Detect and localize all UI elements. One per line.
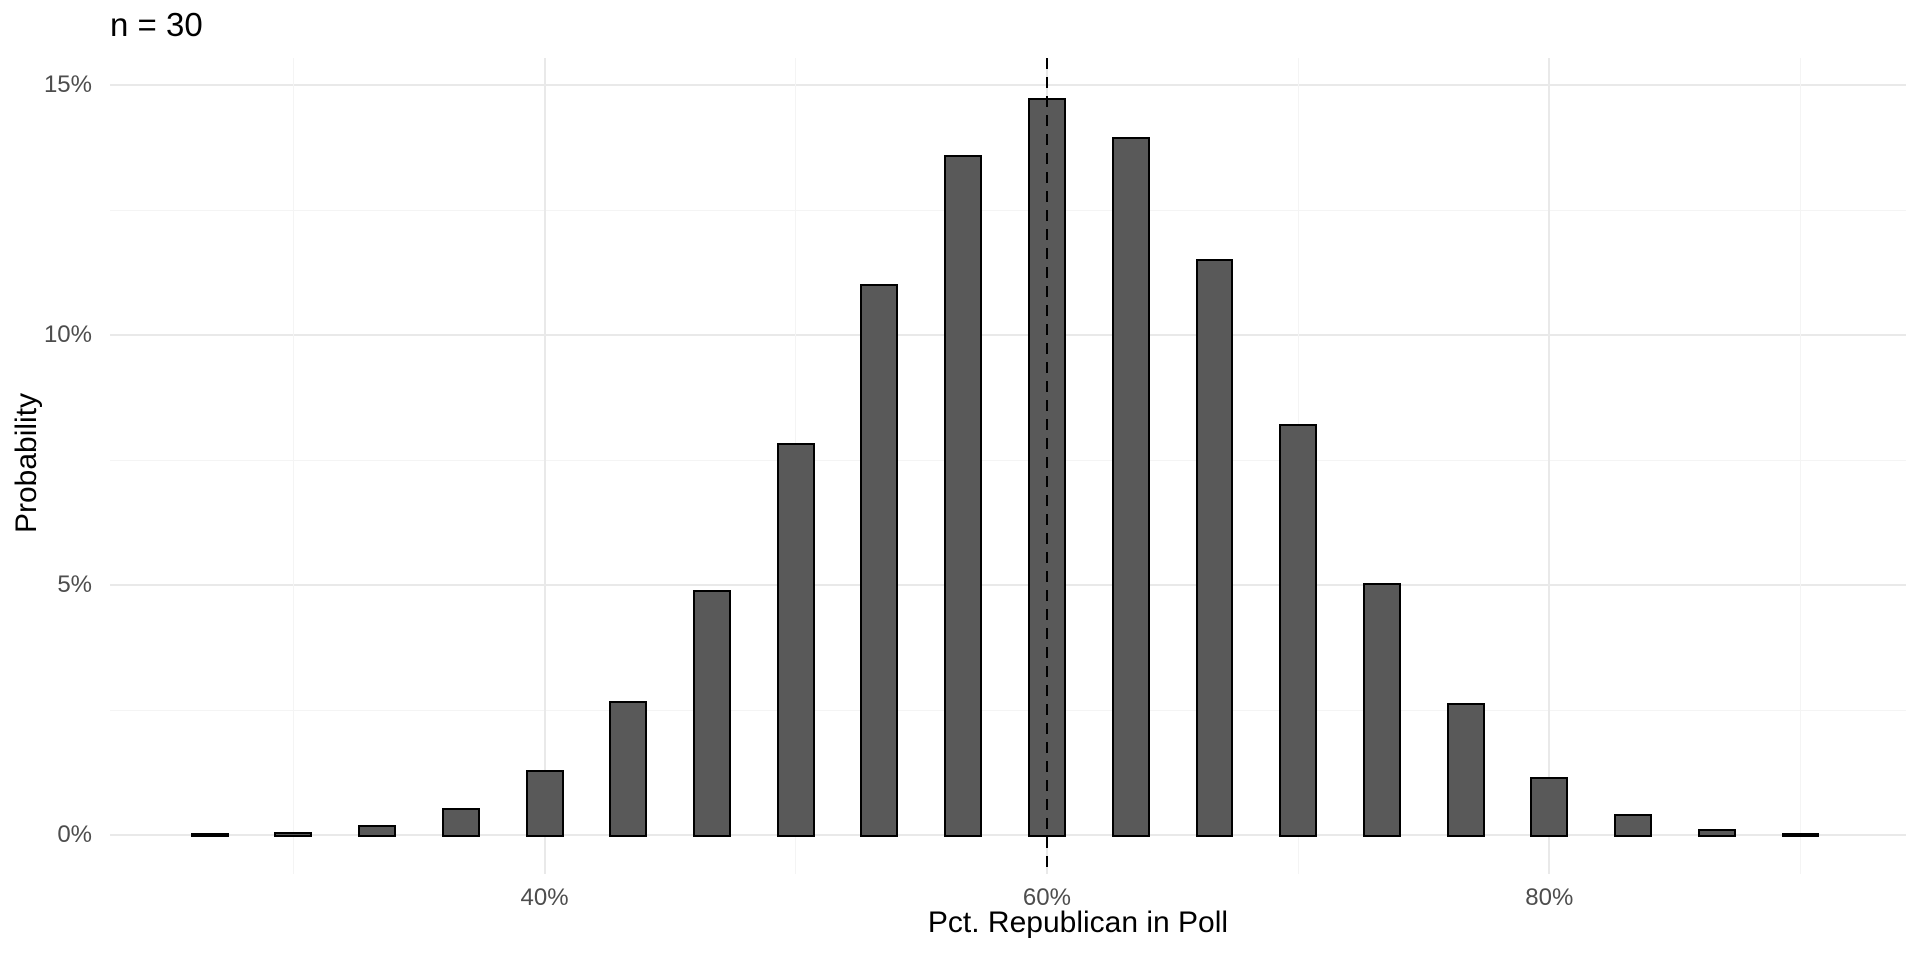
probability-bar xyxy=(609,700,648,837)
x-minor-gridline xyxy=(1800,58,1801,874)
y-major-gridline xyxy=(110,584,1906,586)
probability-bar xyxy=(1446,703,1485,837)
plot-panel xyxy=(110,58,1906,874)
y-tick-label: 10% xyxy=(43,321,92,348)
x-major-gridline xyxy=(543,58,546,874)
probability-bar xyxy=(1195,259,1234,837)
probability-bar xyxy=(1279,423,1318,837)
y-axis-title: Probability xyxy=(10,392,43,534)
probability-bar xyxy=(944,154,983,837)
x-minor-gridline xyxy=(292,58,294,874)
probability-bar xyxy=(1697,829,1736,837)
probability-bar xyxy=(693,590,732,837)
y-tick-label: 0% xyxy=(57,821,92,848)
probability-bar xyxy=(860,284,899,837)
x-axis-title: Pct. Republican in Poll xyxy=(927,906,1229,939)
plot-title: n = 30 xyxy=(110,6,203,43)
x-tick-label: 40% xyxy=(520,884,569,911)
probability-bar xyxy=(1111,136,1150,837)
y-major-gridline xyxy=(110,84,1906,86)
reference-dashed-line xyxy=(1045,58,1048,874)
y-major-gridline xyxy=(110,334,1906,336)
x-major-gridline xyxy=(1548,58,1551,874)
x-tick-label: 60% xyxy=(1022,884,1071,911)
probability-bar xyxy=(358,825,396,837)
y-tick-label: 5% xyxy=(57,571,92,598)
probability-bar xyxy=(274,831,313,837)
probability-bar xyxy=(1362,582,1401,837)
probability-bar xyxy=(1613,814,1652,837)
probability-bar xyxy=(441,807,480,837)
probability-bar xyxy=(1530,777,1569,837)
probability-bar xyxy=(190,833,229,837)
probability-bar xyxy=(1781,833,1820,837)
probability-bar xyxy=(776,443,815,837)
x-tick-label: 80% xyxy=(1525,884,1574,911)
y-major-gridline xyxy=(110,834,1906,836)
y-minor-gridline xyxy=(110,709,1906,711)
probability-bar xyxy=(525,770,564,837)
y-tick-label: 15% xyxy=(43,71,92,98)
y-minor-gridline xyxy=(110,459,1906,461)
y-minor-gridline xyxy=(110,209,1906,211)
